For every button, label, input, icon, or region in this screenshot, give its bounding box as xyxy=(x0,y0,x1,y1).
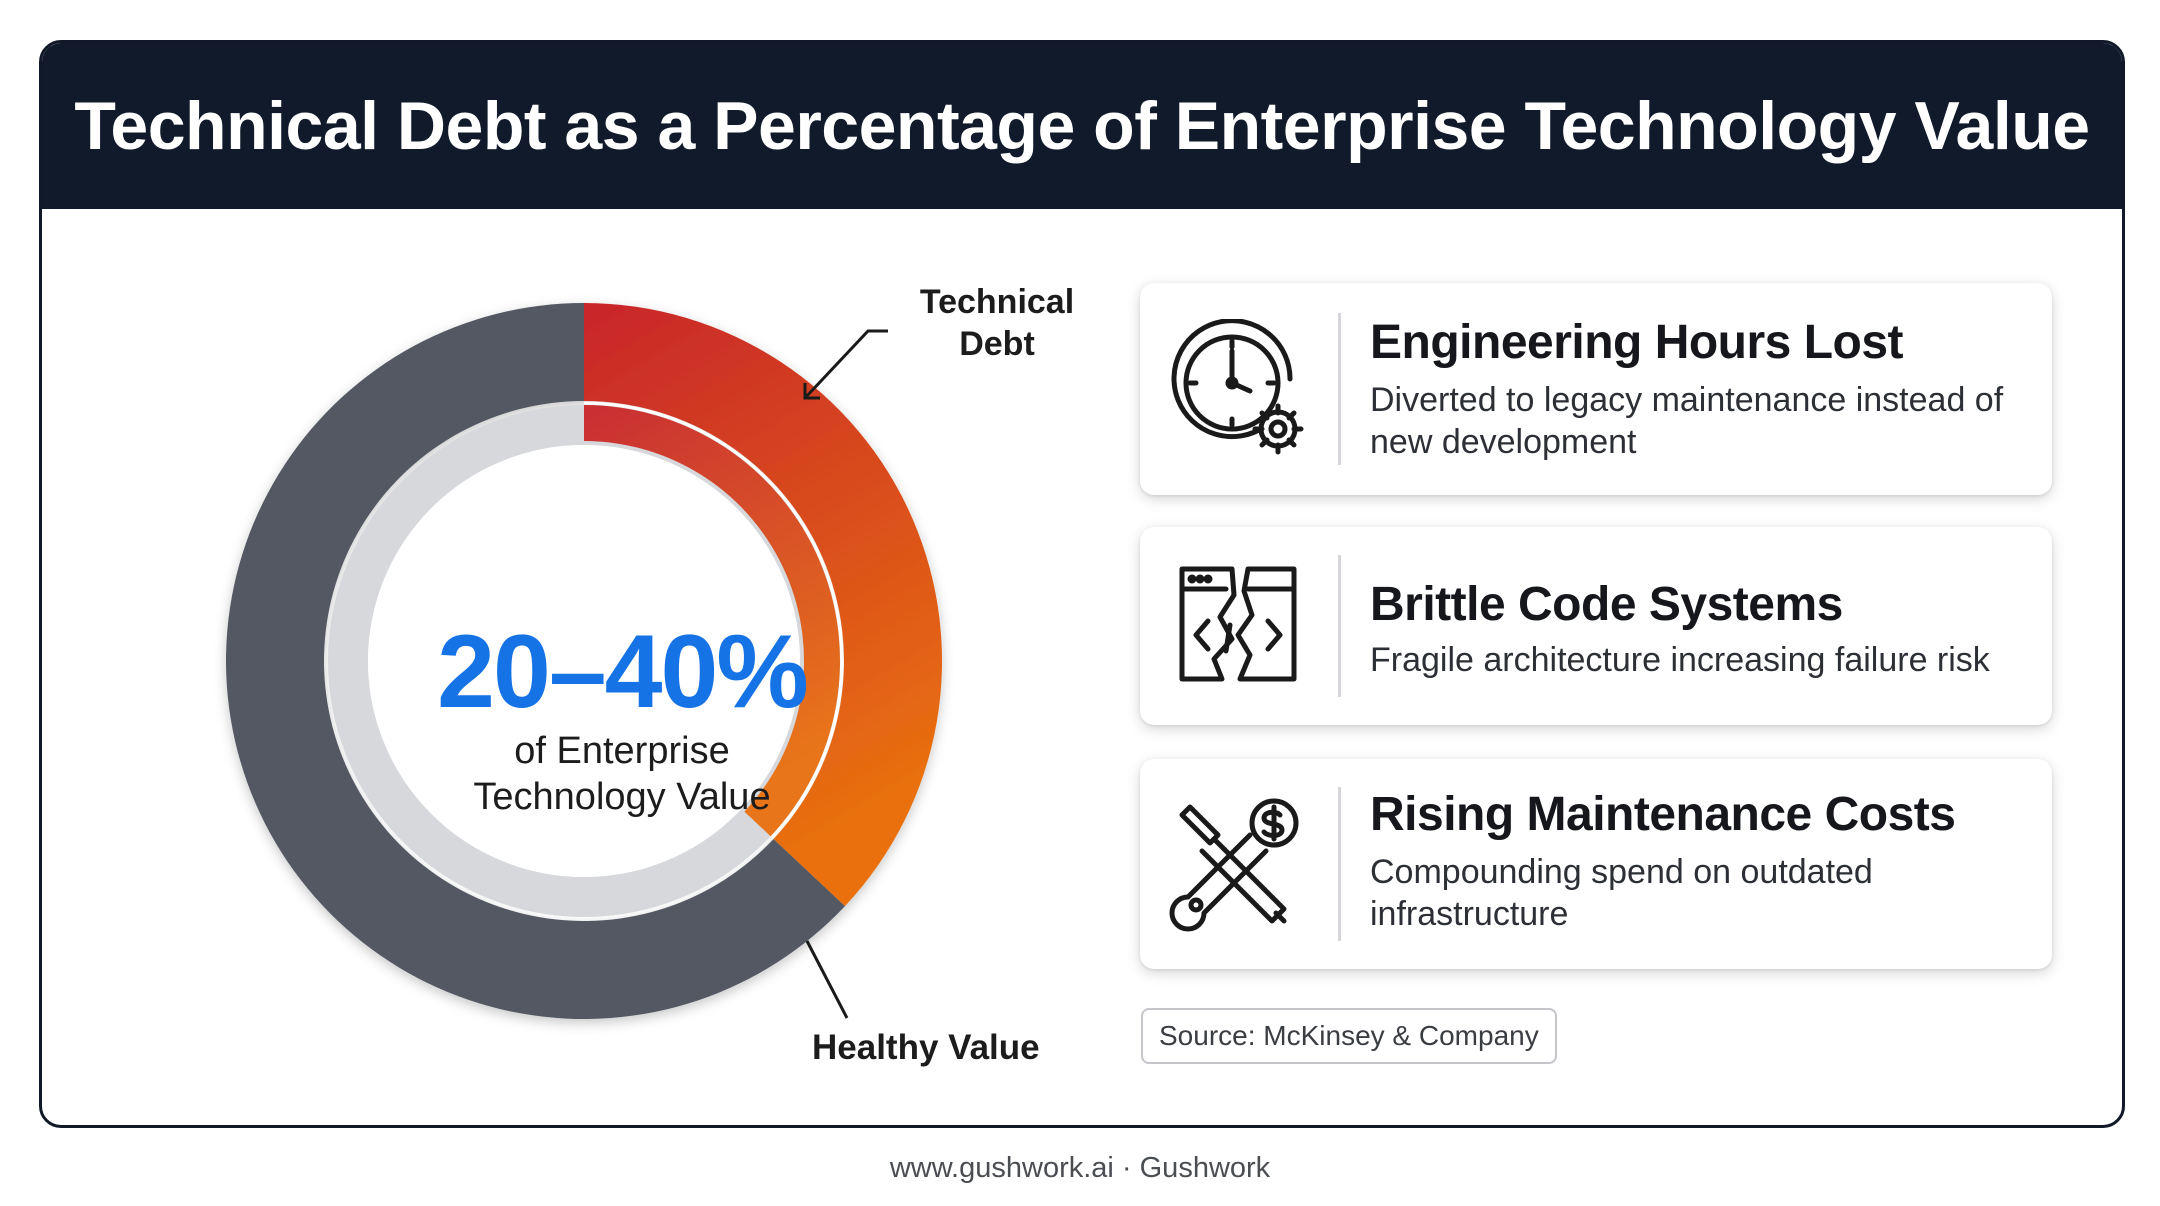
card-title: Brittle Code Systems xyxy=(1370,578,1843,631)
card-engineering-hours: Engineering Hours Lost Diverted to legac… xyxy=(1140,283,2052,495)
technical-debt-leader-line xyxy=(803,329,888,400)
card-brittle-code: Brittle Code Systems Fragile architectur… xyxy=(1140,527,2052,725)
center-caption: of Enterprise Technology Value xyxy=(422,728,822,820)
infographic-frame: Technical Debt as a Percentage of Enterp… xyxy=(39,40,2125,1128)
center-caption-line-2: Technology Value xyxy=(473,776,771,818)
donut-inner-debt-arc xyxy=(584,405,840,837)
donut-separator xyxy=(583,401,844,839)
healthy-value-label: Healthy Value xyxy=(812,1028,1040,1067)
source-citation: Source: McKinsey & Company xyxy=(1141,1008,1557,1064)
header-bar: Technical Debt as a Percentage of Enterp… xyxy=(42,43,2122,209)
footer-credit[interactable]: www.gushwork.ai · Gushwork xyxy=(889,1152,1271,1184)
technical-debt-label: Technical Debt xyxy=(887,281,1107,365)
center-caption-line-1: of Enterprise xyxy=(514,730,730,772)
card-description: Compounding spend on outdated infrastruc… xyxy=(1370,853,1873,933)
donut-center-disc xyxy=(368,445,800,877)
card-divider xyxy=(1338,787,1341,941)
technical-debt-label-line-1: Technical xyxy=(919,283,1075,321)
card-divider xyxy=(1338,555,1341,697)
healthy-value-leader-line xyxy=(805,940,849,1019)
donut-inner-ring xyxy=(328,405,840,917)
donut-slice-healthy-value xyxy=(225,303,845,1019)
card-title: Rising Maintenance Costs xyxy=(1370,788,1956,841)
card-title: Engineering Hours Lost xyxy=(1370,316,1904,369)
broken-code-icon xyxy=(1179,566,1297,682)
technical-debt-label-line-2: Debt xyxy=(959,325,1035,363)
center-percentage: 20–40% xyxy=(437,614,809,730)
card-maintenance-costs: Rising Maintenance Costs Compounding spe… xyxy=(1140,759,2052,969)
clock-gear-icon xyxy=(1171,319,1304,455)
technical-debt-arrowhead xyxy=(803,383,820,400)
wrench-screwdriver-dollar-icon xyxy=(1169,798,1299,932)
card-description: Diverted to legacy maintenance instead o… xyxy=(1370,381,2004,461)
card-divider xyxy=(1338,313,1341,465)
page-title: Technical Debt as a Percentage of Enterp… xyxy=(74,88,2090,164)
donut-slice-technical-debt xyxy=(584,303,942,907)
card-description: Fragile architecture increasing failure … xyxy=(1370,641,1990,679)
